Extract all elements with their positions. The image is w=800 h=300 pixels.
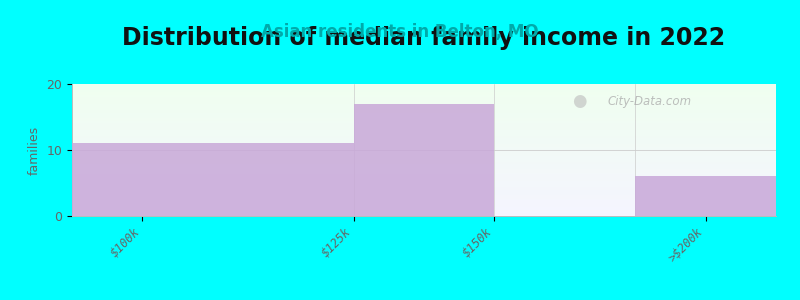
- Text: ●: ●: [572, 92, 586, 110]
- Bar: [72, 143, 354, 216]
- Y-axis label: families: families: [28, 125, 41, 175]
- Title: Distribution of median family income in 2022: Distribution of median family income in …: [122, 26, 726, 50]
- Bar: [354, 104, 494, 216]
- Text: Asian residents in Belton, MO: Asian residents in Belton, MO: [261, 22, 539, 40]
- Text: City-Data.com: City-Data.com: [607, 95, 691, 108]
- Bar: [635, 176, 776, 216]
